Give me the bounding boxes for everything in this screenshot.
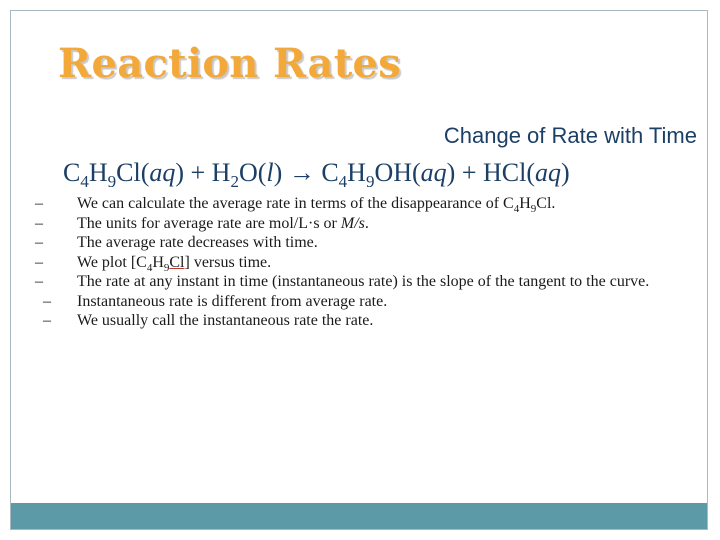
slide-frame: [10, 10, 708, 530]
bullet-item: – The average rate decreases with time.: [35, 234, 318, 251]
bullet-item: – The units for average rate are mol/L·s …: [35, 214, 369, 232]
bullet-item: – Instantaneous rate is different from av…: [43, 292, 388, 310]
bullet-dash: –: [35, 195, 43, 212]
slide-subtitle: Change of Rate with Time: [443, 123, 697, 148]
bullet-dash: –: [35, 234, 43, 251]
bullet-dash: –: [35, 253, 43, 271]
bullet-dash: –: [43, 312, 51, 329]
bullet-dash: –: [35, 214, 43, 232]
bullet-list: – We can calculate the average rate in te…: [35, 194, 705, 331]
bullet-dash: –: [43, 292, 51, 310]
chemical-equation: C4H9Cl(aq) + H2O(l) → C4H9OH(aq) + HCl(a…: [63, 158, 570, 191]
reaction-arrow: →: [288, 158, 315, 187]
bullet-item: – We can calculate the average rate in te…: [35, 195, 556, 215]
footer-bar: [11, 503, 707, 529]
bullet-item: – We usually call the instantaneous rate …: [43, 312, 374, 329]
bullet-dash: –: [35, 273, 43, 290]
bullet-item: – The rate at any instant in time (instan…: [35, 273, 650, 290]
slide-title: Reaction Rates: [58, 40, 402, 87]
bullet-item: – We plot [C4H9Cl] versus time.: [35, 253, 272, 274]
